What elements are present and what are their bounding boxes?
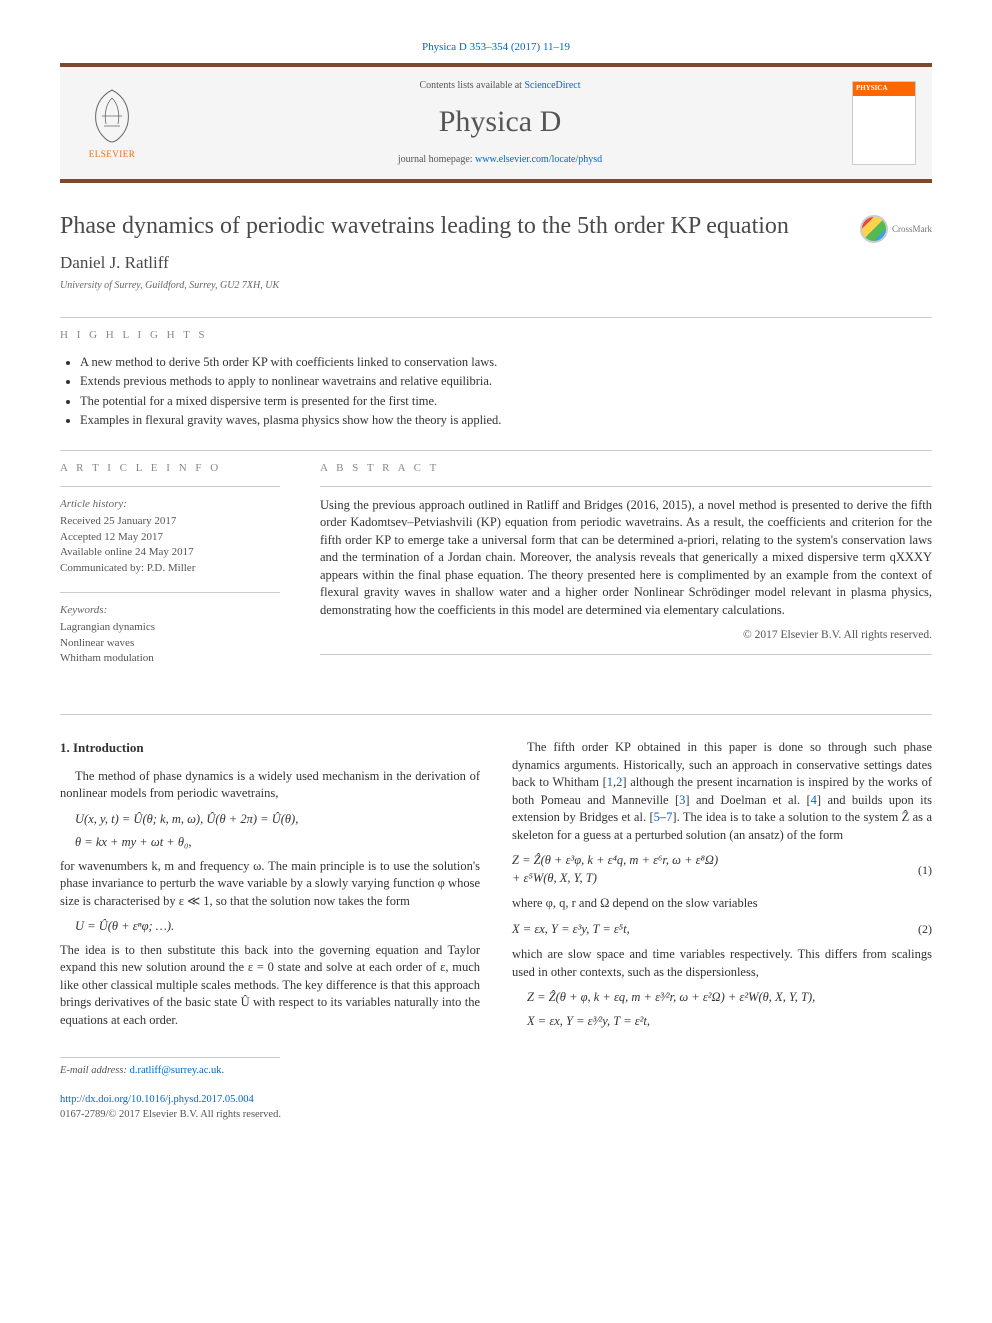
email-label: E-mail address: [60, 1065, 130, 1076]
contents-prefix: Contents lists available at [419, 80, 524, 91]
top-citation: Physica D 353–354 (2017) 11–19 [60, 40, 932, 55]
equation: Z = Ẑ(θ + φ, k + εq, m + ε³⁄²r, ω + ε²Ω)… [527, 989, 932, 1007]
email-link[interactable]: d.ratliff@surrey.ac.uk [130, 1065, 222, 1076]
body-para: The idea is to then substitute this back… [60, 942, 480, 1030]
keywords-block: Keywords: Lagrangian dynamics Nonlinear … [60, 603, 280, 667]
equation: U(x, y, t) = Û(θ; k, m, ω), Û(θ + 2π) = … [75, 811, 480, 829]
crossmark-button[interactable]: CrossMark [860, 215, 932, 243]
history-head: Article history: [60, 497, 280, 512]
equation: U = Û(θ + εⁿφ; …). [75, 918, 480, 936]
email-suffix: . [222, 1065, 225, 1076]
elsevier-logo: ELSEVIER [76, 82, 148, 164]
highlights-list: A new method to derive 5th order KP with… [60, 354, 932, 430]
equation: X = εx, Y = ε³y, T = ε⁵t, [512, 921, 902, 939]
abstract-heading: a b s t r a c t [320, 461, 932, 476]
keywords-head: Keywords: [60, 603, 280, 618]
eq-line: + ε⁵W(θ, X, Y, T) [512, 871, 597, 885]
article-info-column: a r t i c l e i n f o Article history: R… [60, 461, 280, 683]
highlight-item: Extends previous methods to apply to non… [80, 373, 932, 391]
keyword: Whitham modulation [60, 651, 280, 666]
highlight-item: The potential for a mixed dispersive ter… [80, 393, 932, 411]
history-line: Communicated by: P.D. Miller [60, 561, 280, 576]
highlight-item: Examples in flexural gravity waves, plas… [80, 412, 932, 430]
body-para: The method of phase dynamics is a widely… [60, 768, 480, 803]
keyword: Lagrangian dynamics [60, 620, 280, 635]
sciencedirect-link[interactable]: ScienceDirect [524, 80, 580, 91]
highlight-item: A new method to derive 5th order KP with… [80, 354, 932, 372]
intro-heading: 1. Introduction [60, 739, 480, 757]
equation: Z = Ẑ(θ + ε³φ, k + ε⁴q, m + ε⁶r, ω + ε⁸Ω… [512, 852, 902, 887]
body-para: which are slow space and time variables … [512, 946, 932, 981]
article-title: Phase dynamics of periodic wavetrains le… [60, 211, 840, 241]
body-left-column: 1. Introduction The method of phase dyna… [60, 739, 480, 1037]
body-para: where φ, q, r and Ω depend on the slow v… [512, 895, 932, 913]
history-line: Accepted 12 May 2017 [60, 530, 280, 545]
cover-thumbnail: PHYSICA [852, 81, 916, 165]
crossmark-icon [860, 215, 888, 243]
equation: θ = kx + my + ωt + θ₀, [75, 834, 480, 852]
journal-name: Physica D [164, 101, 836, 143]
equation-number: (2) [902, 921, 932, 938]
abstract-copyright: © 2017 Elsevier B.V. All rights reserved… [320, 627, 932, 643]
elsevier-label: ELSEVIER [89, 148, 136, 161]
equation: X = εx, Y = ε³⁄²y, T = ε²t, [527, 1013, 932, 1031]
eq-line: Z = Ẑ(θ + ε³φ, k + ε⁴q, m + ε⁶r, ω + ε⁸Ω… [512, 853, 718, 867]
history-line: Available online 24 May 2017 [60, 545, 280, 560]
crossmark-label: CrossMark [892, 223, 932, 236]
article-history: Article history: Received 25 January 201… [60, 497, 280, 576]
body-columns: 1. Introduction The method of phase dyna… [60, 739, 932, 1037]
history-line: Received 25 January 2017 [60, 514, 280, 529]
contents-line: Contents lists available at ScienceDirec… [164, 79, 836, 93]
body-right-column: The fifth order KP obtained in this pape… [512, 739, 932, 1037]
homepage-line: journal homepage: www.elsevier.com/locat… [164, 153, 836, 167]
equation-number: (1) [902, 862, 932, 879]
issn-line: 0167-2789/© 2017 Elsevier B.V. All right… [60, 1108, 932, 1123]
abstract-text: Using the previous approach outlined in … [320, 497, 932, 620]
body-para: for wavenumbers k, m and frequency ω. Th… [60, 858, 480, 911]
homepage-link[interactable]: www.elsevier.com/locate/physd [475, 154, 602, 165]
cover-thumb-label: PHYSICA [853, 82, 915, 96]
affiliation: University of Surrey, Guildford, Surrey,… [60, 279, 932, 293]
body-para: The fifth order KP obtained in this pape… [512, 739, 932, 844]
text-run: ] and Doelman et al. [ [685, 793, 810, 807]
highlights-heading: h i g h l i g h t s [60, 328, 932, 343]
keyword: Nonlinear waves [60, 636, 280, 651]
masthead-center: Contents lists available at ScienceDirec… [164, 79, 836, 167]
homepage-prefix: journal homepage: [398, 154, 475, 165]
abstract-column: a b s t r a c t Using the previous appro… [320, 461, 932, 683]
masthead: ELSEVIER Contents lists available at Sci… [60, 63, 932, 183]
author-name: Daniel J. Ratliff [60, 251, 932, 275]
article-info-heading: a r t i c l e i n f o [60, 461, 280, 476]
email-footnote: E-mail address: d.ratliff@surrey.ac.uk. [60, 1064, 932, 1079]
doi-link[interactable]: http://dx.doi.org/10.1016/j.physd.2017.0… [60, 1094, 254, 1105]
